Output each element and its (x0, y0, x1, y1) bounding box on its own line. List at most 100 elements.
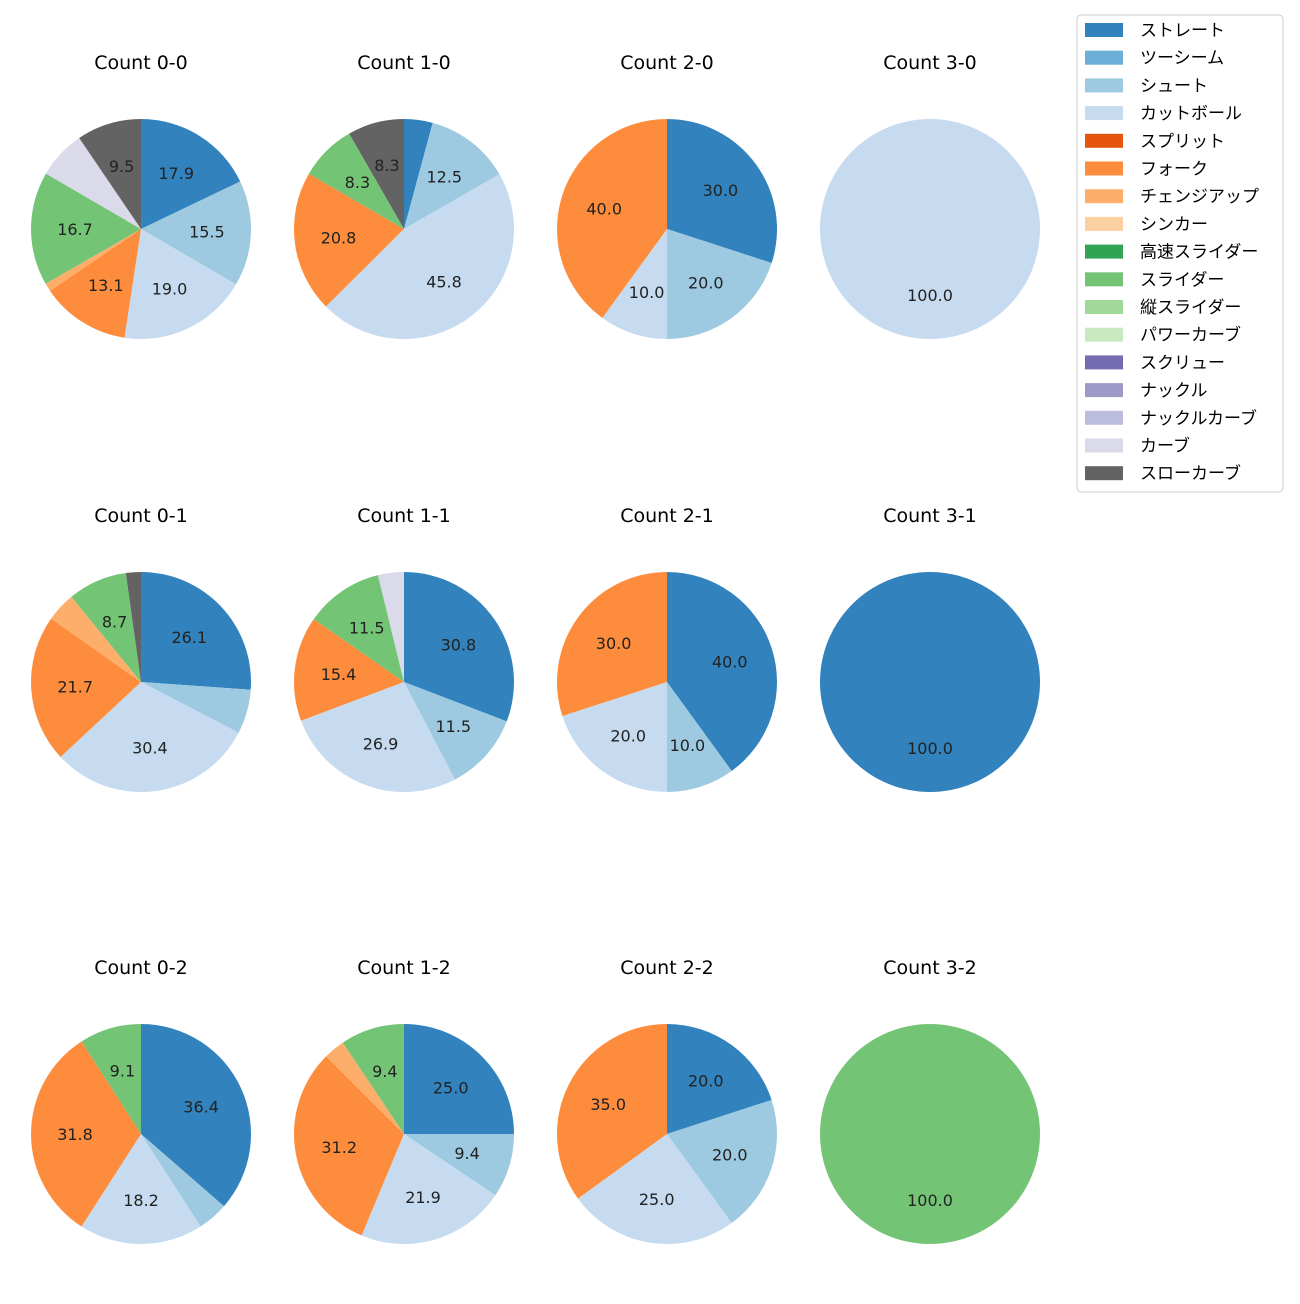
pie-slice (141, 119, 241, 229)
pie-slice (141, 572, 251, 690)
pie-slice (301, 682, 455, 793)
slice-label: 18.2 (123, 1191, 159, 1210)
legend-label: スクリュー (1140, 353, 1225, 373)
pie-slice (667, 1100, 778, 1223)
pie-slice (667, 229, 772, 339)
slice-label: 21.7 (57, 678, 93, 697)
pie-title: Count 0-2 (94, 957, 188, 979)
slice-label: 8.3 (345, 173, 370, 192)
slice-label: 20.0 (712, 1145, 748, 1164)
pie-slice (820, 1024, 1040, 1244)
legend-swatch (1085, 466, 1123, 481)
pie-title: Count 2-2 (620, 957, 714, 979)
pie-slice (31, 618, 141, 757)
slice-label: 20.0 (688, 1072, 724, 1091)
pie-chart: Count 0-2 36.4 18.2 31.8 9.1 (31, 957, 251, 1244)
pie-slice (125, 572, 141, 682)
pie-chart: Count 0-1 26.1 30.4 21.7 8.7 (31, 505, 251, 792)
pie-chart: Count 2-2 20.0 20.0 25.0 35.0 (556, 957, 778, 1245)
pie-slice (602, 229, 667, 339)
slice-label: 16.7 (57, 220, 93, 239)
slice-label: 100.0 (907, 286, 953, 305)
pie-chart: Count 2-1 40.0 10.0 20.0 30.0 (556, 505, 778, 792)
legend-label: カーブ (1140, 436, 1190, 457)
legend-label: ツーシーム (1140, 49, 1224, 69)
pie-slice (31, 1041, 141, 1227)
legend-swatch (1085, 383, 1123, 398)
pie-title: Count 1-0 (357, 52, 451, 74)
pie-slice (667, 572, 778, 771)
legend-swatch (1085, 78, 1123, 93)
pie-title: Count 2-1 (620, 505, 714, 527)
legend-swatch (1085, 300, 1123, 314)
slice-label: 13.1 (88, 276, 124, 295)
pie-title: Count 3-1 (883, 505, 977, 527)
pie-slice (81, 1024, 141, 1134)
legend-label: パワーカーブ (1140, 325, 1241, 346)
legend-label: シュート (1140, 76, 1208, 96)
legend-swatch (1085, 327, 1123, 342)
slice-label: 10.0 (629, 283, 665, 302)
slice-label: 40.0 (712, 653, 748, 672)
pie-slice (50, 229, 141, 338)
pie-slice (51, 596, 141, 682)
legend-swatch (1085, 50, 1123, 65)
slice-label: 30.8 (441, 636, 477, 655)
pie-slice (667, 1024, 772, 1134)
pie-slice (562, 682, 667, 792)
legend-swatch (1085, 272, 1123, 287)
pie-slice (45, 229, 142, 291)
pie-slice (141, 181, 251, 285)
legend-label: 縦スライダー (1140, 298, 1241, 318)
pie-slice (326, 1042, 404, 1134)
legend-label: スローカーブ (1140, 463, 1241, 484)
slice-label: 9.5 (109, 157, 134, 176)
pie-chart: Count 0-0 17.9 15.5 19.0 13.1 16.7 9.5 (30, 52, 251, 339)
pie-title: Count 0-0 (94, 52, 188, 74)
pie-slice (556, 119, 667, 318)
slice-label: 15.4 (321, 665, 357, 684)
pie-slice (578, 1134, 732, 1245)
slice-label: 19.0 (152, 280, 188, 299)
slice-label: 31.8 (57, 1125, 93, 1144)
slice-label: 25.0 (433, 1078, 469, 1097)
slice-label: 26.1 (171, 628, 207, 647)
pie-slice (404, 1134, 514, 1196)
pie-chart: Count 3-1 100.0 (820, 505, 1040, 792)
legend-swatch (1085, 189, 1123, 204)
legend-swatch (1085, 161, 1123, 176)
slice-label: 20.0 (688, 273, 724, 292)
slice-label: 9.4 (454, 1144, 479, 1163)
pie-title: Count 3-0 (883, 52, 977, 74)
slice-label: 35.0 (590, 1095, 626, 1114)
legend-label: カットボール (1140, 104, 1242, 124)
legend-label: シンカー (1140, 215, 1208, 235)
pie-slice (71, 573, 141, 682)
slice-label: 20.8 (321, 228, 357, 247)
pie-slice (325, 174, 515, 340)
pie-slice (342, 1024, 404, 1134)
slice-label: 9.4 (372, 1062, 397, 1081)
slice-label: 9.1 (110, 1062, 135, 1081)
pie-slice (60, 682, 239, 792)
pie-slice (667, 119, 778, 263)
pie-slice (293, 619, 404, 721)
pie-slice (820, 119, 1040, 339)
pie-slice (81, 1134, 201, 1244)
pie-slice (820, 572, 1040, 792)
pie-slice (141, 1024, 251, 1207)
slice-label: 40.0 (586, 200, 622, 219)
legend-frame (1076, 14, 1284, 493)
slice-label: 8.7 (102, 613, 127, 632)
slice-label: 30.0 (703, 181, 739, 200)
pie-chart: Count 1-1 30.8 11.5 26.9 15.4 11.5 (293, 505, 514, 793)
pie-chart: Count 2-0 30.0 20.0 10.0 40.0 (556, 52, 778, 339)
legend-swatch (1085, 244, 1123, 259)
slice-label: 36.4 (183, 1098, 219, 1117)
legend-swatch (1085, 438, 1123, 453)
slice-label: 45.8 (426, 273, 462, 292)
pie-slice (141, 682, 251, 733)
slice-label: 17.9 (158, 164, 194, 183)
